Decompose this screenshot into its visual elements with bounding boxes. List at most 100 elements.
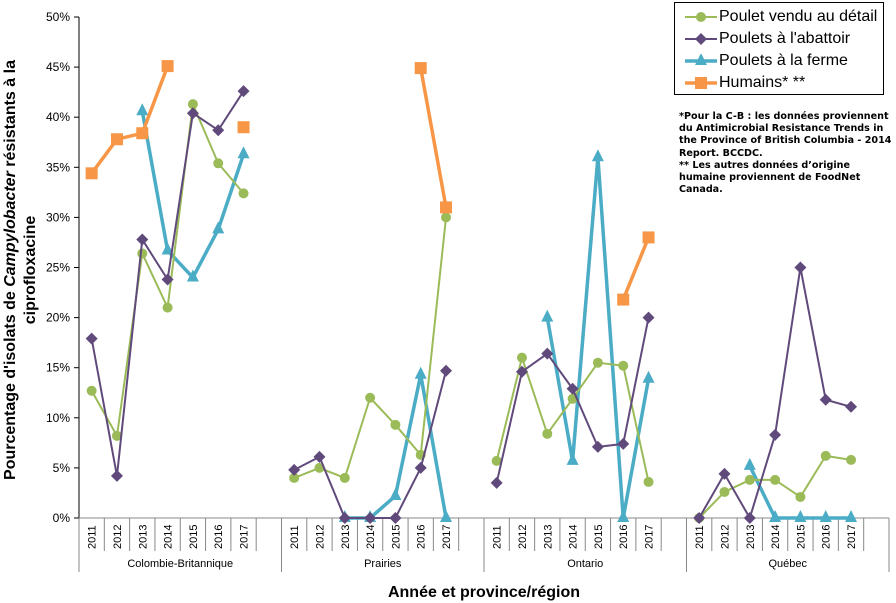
data-point	[161, 242, 174, 255]
series-line-segment	[570, 155, 600, 463]
x-tick-label-year: 2016	[618, 525, 630, 549]
data-point	[819, 510, 832, 522]
y-tick-label: 30%	[46, 210, 70, 224]
y-axis-title-italic: Campylobacter	[2, 170, 19, 286]
data-point	[186, 269, 199, 282]
data-point	[794, 261, 807, 274]
legend-marker-icon	[685, 53, 717, 65]
data-point	[642, 231, 655, 244]
x-tick-label-year: 2016	[821, 525, 833, 549]
y-tick-label: 20%	[46, 311, 70, 325]
data-point	[617, 437, 630, 450]
series-line-segment	[418, 66, 448, 210]
x-tick-label-year: 2014	[163, 525, 175, 549]
series-line-segment	[115, 238, 144, 477]
legend-label-abattoir: Poulets à l'abattoir	[719, 30, 851, 47]
series-line-segment	[799, 454, 827, 498]
series-line-segment	[520, 352, 549, 373]
data-point	[137, 248, 148, 259]
data-point	[440, 201, 453, 214]
series-line-segment	[166, 112, 194, 281]
legend-marker	[696, 12, 706, 22]
data-point	[490, 476, 503, 489]
series-line-segment	[545, 315, 575, 463]
data-point	[795, 491, 806, 502]
legend-marker	[695, 53, 707, 65]
y-tick-label: 35%	[46, 160, 70, 174]
y-tick-label: 25%	[46, 261, 70, 275]
x-tick-label-year: 2017	[239, 525, 251, 549]
series-line-segment	[419, 369, 448, 469]
x-tick-label-year: 2013	[137, 525, 149, 549]
series-line-segment	[318, 455, 346, 519]
data-point	[845, 510, 858, 522]
data-point	[719, 486, 730, 497]
series-line-segment	[141, 252, 169, 309]
data-point	[389, 487, 402, 500]
series-line-segment	[393, 372, 423, 498]
y-tick-label: 50%	[46, 10, 70, 24]
y-axis-title: Pourcentage d'isolats de Campylobacter r…	[2, 60, 39, 480]
series-line-segment	[799, 266, 827, 401]
series-layer	[85, 60, 858, 524]
series-line-segment	[546, 352, 574, 390]
data-point	[136, 127, 149, 140]
x-tick-label-year: 2012	[314, 525, 326, 549]
series-line-segment	[546, 397, 574, 435]
data-point	[110, 469, 123, 482]
y-tick-label: 5%	[53, 461, 71, 475]
x-tick-label-year: 2014	[770, 525, 782, 549]
x-tick-label-year: 2015	[390, 525, 402, 549]
series-line-segment	[140, 64, 170, 135]
data-point	[313, 450, 326, 463]
data-point	[718, 467, 731, 480]
data-point	[237, 146, 250, 159]
data-point	[845, 400, 858, 413]
series-line-segment	[621, 376, 651, 520]
legend-swatch-abattoir	[685, 32, 717, 46]
series-square	[85, 60, 655, 306]
legend-marker-icon	[685, 77, 717, 89]
x-tick-label-year: 2015	[593, 525, 605, 549]
series-line-segment	[369, 396, 397, 426]
series-line-segment	[191, 112, 220, 132]
series-line-segment	[90, 389, 118, 437]
data-point	[642, 370, 655, 383]
x-tick-label-year: 2013	[745, 525, 757, 549]
y-axis-title-part1: Pourcentage d'isolats de	[2, 287, 19, 480]
data-point	[187, 99, 198, 110]
x-tick-label-year: 2015	[795, 525, 807, 549]
series-line-segment	[418, 372, 448, 520]
x-tick-label-year: 2014	[568, 525, 580, 549]
data-point	[440, 364, 453, 377]
series-line-segment	[774, 478, 802, 498]
legend-marker-icon	[685, 33, 717, 45]
footnote: *Pour la C-B : les données proviennent d…	[679, 111, 892, 196]
data-point	[213, 158, 224, 169]
x-axis: 2011 2012 2013 2014 2015 2016 2017 Colombie-Bri…	[78, 517, 890, 572]
data-point	[541, 309, 554, 322]
series-line-segment	[495, 356, 523, 462]
y-axis-title-line2: ciprofloxacine	[22, 216, 39, 325]
x-tick-label-year: 2011	[694, 525, 706, 549]
series-line-segment	[723, 472, 751, 519]
data-point	[186, 107, 199, 120]
series-line-segment	[622, 316, 650, 445]
data-point	[846, 454, 857, 465]
series-circle	[86, 99, 857, 523]
series-line-segment	[343, 396, 372, 479]
data-point	[743, 512, 756, 524]
y-tick-label: 40%	[46, 110, 70, 124]
y-tick-label: 10%	[46, 411, 70, 425]
data-point	[566, 382, 579, 395]
series-line-segment	[622, 364, 650, 483]
x-group-label: Prairies	[364, 558, 402, 570]
x-tick-label-year: 2011	[492, 525, 504, 549]
data-point	[136, 233, 149, 246]
data-point	[111, 430, 122, 441]
data-point	[617, 510, 630, 522]
data-point	[592, 357, 603, 368]
x-group-label: Québec	[768, 558, 807, 570]
svg-text:Pourcentage d'isolats de Campy: Pourcentage d'isolats de Campylobacter r…	[2, 60, 19, 480]
